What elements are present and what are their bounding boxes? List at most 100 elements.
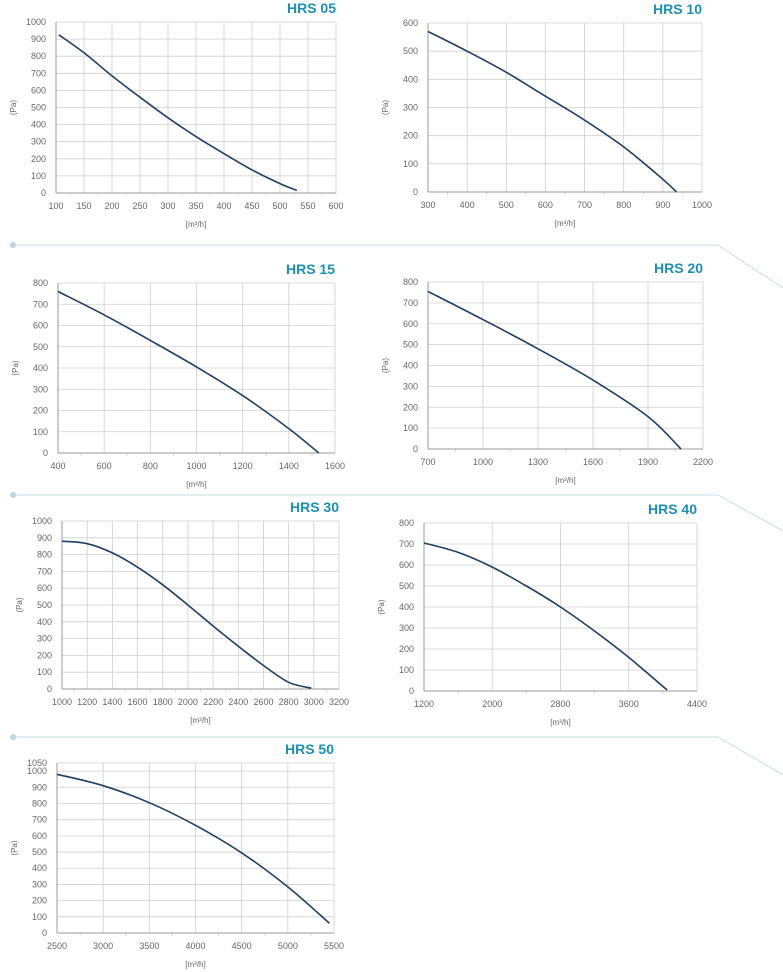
y-tick-label: 600 bbox=[403, 319, 418, 329]
x-tick-label: 400 bbox=[216, 201, 231, 211]
x-tick-label: 4500 bbox=[232, 941, 252, 951]
x-tick-label: 100 bbox=[48, 201, 63, 211]
x-tick-label: 1600 bbox=[128, 697, 148, 707]
chart-hrs-15: 400 600 800 1000 1200 1400 1600 0 100 200 300 400 50… bbox=[11, 261, 345, 489]
y-tick-label: 200 bbox=[403, 402, 418, 412]
x-tick-label: 800 bbox=[616, 200, 631, 210]
y-tick-label: 500 bbox=[399, 581, 414, 591]
chart-hrs-30: 1000 1200 1400 1600 1800 2000 2200 2400 2600 2800… bbox=[15, 499, 349, 725]
chart-hrs-40: 1200 2000 2800 3600 4400 0 100 200 300 400 500 600 7… bbox=[377, 501, 707, 727]
x-tick-label: 2600 bbox=[253, 697, 273, 707]
y-tick-label: 500 bbox=[403, 340, 418, 350]
y-tick-label: 100 bbox=[37, 667, 52, 677]
y-tick-label: 800 bbox=[32, 798, 47, 808]
x-tick-label: 700 bbox=[577, 200, 592, 210]
y-axis-label: (Pa) bbox=[9, 100, 18, 115]
y-tick-label: 400 bbox=[403, 74, 418, 84]
y-tick-label: 400 bbox=[403, 361, 418, 371]
x-axis-label: [m³/h] bbox=[185, 960, 205, 969]
y-tick-label: 1000 bbox=[32, 516, 52, 526]
x-tick-label: 600 bbox=[538, 200, 553, 210]
series-line bbox=[427, 290, 682, 450]
y-tick-label: 400 bbox=[399, 602, 414, 612]
section-divider-1 bbox=[10, 242, 783, 289]
x-tick-label: 450 bbox=[244, 201, 259, 211]
x-tick-label: 3600 bbox=[619, 699, 639, 709]
chart-title: HRS 50 bbox=[285, 741, 334, 757]
x-tick-label: 2500 bbox=[47, 941, 67, 951]
y-axis-label: (Pa) bbox=[11, 360, 20, 375]
x-tick-label: 600 bbox=[97, 461, 112, 471]
x-axis-label: [m³/h] bbox=[555, 219, 575, 228]
x-tick-label: 1900 bbox=[638, 457, 658, 467]
y-tick-label: 600 bbox=[37, 583, 52, 593]
y-tick-label: 800 bbox=[403, 277, 418, 287]
x-tick-label: 2000 bbox=[178, 697, 198, 707]
y-tick-label: 400 bbox=[37, 617, 52, 627]
y-tick-label: 300 bbox=[31, 137, 46, 147]
y-tick-label: 300 bbox=[399, 623, 414, 633]
chart-title: HRS 40 bbox=[648, 501, 697, 517]
section-divider-2 bbox=[10, 492, 783, 532]
y-tick-label: 500 bbox=[37, 600, 52, 610]
chart-title: HRS 15 bbox=[286, 261, 335, 277]
y-tick-label: 800 bbox=[399, 518, 414, 528]
y-tick-label: 1000 bbox=[26, 17, 46, 27]
y-tick-label: 900 bbox=[32, 782, 47, 792]
y-tick-label: 300 bbox=[33, 384, 48, 394]
y-tick-label: 600 bbox=[399, 560, 414, 570]
x-tick-label: 1300 bbox=[528, 457, 548, 467]
x-tick-label: 2200 bbox=[693, 457, 713, 467]
x-tick-label: 2400 bbox=[228, 697, 248, 707]
y-axis-label: (Pa) bbox=[377, 599, 386, 614]
x-tick-label: 1600 bbox=[583, 457, 603, 467]
chart-title: HRS 10 bbox=[653, 1, 702, 17]
x-tick-label: 5500 bbox=[324, 941, 344, 951]
series-line bbox=[57, 290, 320, 454]
y-axis-label: (Pa) bbox=[15, 597, 24, 612]
x-axis-label: [m³/h] bbox=[555, 476, 575, 485]
x-tick-label: 1800 bbox=[153, 697, 173, 707]
y-tick-label: 500 bbox=[32, 847, 47, 857]
y-tick-label: 200 bbox=[32, 896, 47, 906]
x-tick-label: 2000 bbox=[482, 699, 502, 709]
y-tick-label: 100 bbox=[399, 665, 414, 675]
x-tick-label: 4000 bbox=[185, 941, 205, 951]
x-tick-label: 550 bbox=[300, 201, 315, 211]
series-line bbox=[427, 30, 678, 193]
x-tick-label: 400 bbox=[460, 200, 475, 210]
x-tick-label: 400 bbox=[50, 461, 65, 471]
x-tick-label: 600 bbox=[328, 201, 343, 211]
y-tick-label: 700 bbox=[32, 815, 47, 825]
y-tick-label: 200 bbox=[33, 406, 48, 416]
x-tick-label: 300 bbox=[160, 201, 175, 211]
y-tick-label: 800 bbox=[33, 278, 48, 288]
x-tick-label: 1000 bbox=[692, 200, 712, 210]
x-tick-label: 800 bbox=[143, 461, 158, 471]
y-tick-label: 0 bbox=[42, 928, 47, 938]
y-tick-label: 700 bbox=[37, 566, 52, 576]
y-tick-label: 100 bbox=[403, 159, 418, 169]
chart-hrs-20: 700 1000 1300 1600 1900 2200 0 100 200 300 400 500 6… bbox=[381, 260, 713, 485]
x-tick-label: 2800 bbox=[279, 697, 299, 707]
y-tick-label: 500 bbox=[31, 103, 46, 113]
y-tick-label: 200 bbox=[37, 650, 52, 660]
x-tick-label: 3500 bbox=[139, 941, 159, 951]
x-tick-label: 1200 bbox=[233, 461, 253, 471]
y-tick-label: 300 bbox=[37, 634, 52, 644]
y-tick-label: 0 bbox=[413, 187, 418, 197]
y-tick-label: 500 bbox=[33, 342, 48, 352]
x-tick-label: 700 bbox=[420, 457, 435, 467]
y-tick-label: 100 bbox=[33, 427, 48, 437]
chart-hrs-10: 300 400 500 600 700 800 900 1000 0 100 200 300 400 50… bbox=[381, 1, 712, 228]
y-tick-label: 400 bbox=[31, 120, 46, 130]
x-tick-label: 1400 bbox=[102, 697, 122, 707]
y-tick-label: 0 bbox=[413, 444, 418, 454]
y-tick-label: 600 bbox=[32, 831, 47, 841]
x-tick-label: 2200 bbox=[203, 697, 223, 707]
y-tick-label: 0 bbox=[409, 686, 414, 696]
chart-title: HRS 05 bbox=[287, 0, 336, 16]
chart-title: HRS 30 bbox=[290, 499, 339, 515]
x-tick-label: 500 bbox=[499, 200, 514, 210]
series-line bbox=[423, 542, 668, 691]
